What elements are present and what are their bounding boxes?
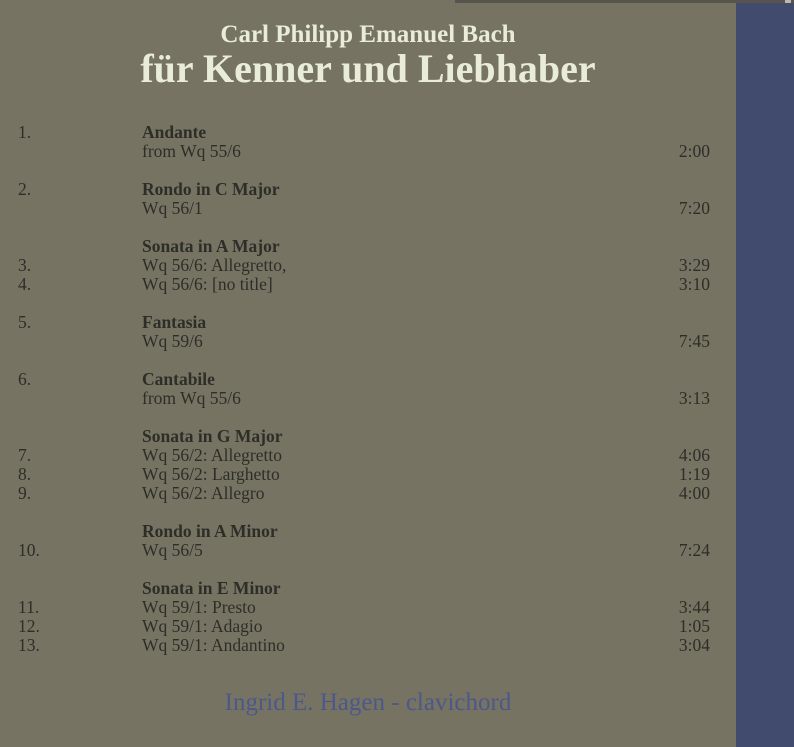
track-row: from Wq 55/6 3:13 bbox=[0, 389, 736, 408]
scan-artifact bbox=[785, 0, 791, 3]
track-title: Rondo in A Minor bbox=[142, 521, 278, 541]
track-number: 8. bbox=[18, 464, 32, 484]
track-time: 1:19 bbox=[678, 464, 710, 484]
track-number: 9. bbox=[18, 483, 32, 503]
track-number: 12. bbox=[18, 616, 40, 636]
track-number: 11. bbox=[18, 597, 40, 617]
track-section-header: 5. Fantasia bbox=[0, 313, 736, 332]
track-detail: Wq 56/6: Allegretto, bbox=[142, 255, 287, 275]
track-section-header: 2. Rondo in C Major bbox=[0, 180, 736, 199]
track-detail: Wq 56/6: [no title] bbox=[142, 274, 273, 294]
album-header: Carl Philipp Emanuel Bach für Kenner und… bbox=[0, 21, 736, 90]
track-section: 2. Rondo in C Major Wq 56/1 7:20 bbox=[0, 180, 736, 218]
track-row: 8. Wq 56/2: Larghetto 1:19 bbox=[0, 465, 736, 484]
track-row: 12. Wq 59/1: Adagio 1:05 bbox=[0, 617, 736, 636]
track-time: 7:24 bbox=[678, 540, 710, 560]
track-number: 5. bbox=[18, 312, 32, 332]
track-number: 13. bbox=[18, 635, 40, 655]
track-title: Sonata in A Major bbox=[142, 236, 280, 256]
spine-stripe bbox=[736, 0, 794, 747]
track-row: 10. Wq 56/5 7:24 bbox=[0, 541, 736, 560]
track-section-header: Sonata in E Minor bbox=[0, 579, 736, 598]
track-section-header: Rondo in A Minor bbox=[0, 522, 736, 541]
track-time: 1:05 bbox=[678, 616, 710, 636]
track-section: Sonata in G Major 7. Wq 56/2: Allegretto… bbox=[0, 427, 736, 503]
track-section: 6. Cantabile from Wq 55/6 3:13 bbox=[0, 370, 736, 408]
track-time: 4:06 bbox=[678, 445, 710, 465]
track-section: Sonata in A Major 3. Wq 56/6: Allegretto… bbox=[0, 237, 736, 294]
track-title: Sonata in E Minor bbox=[142, 578, 281, 598]
track-row: 7. Wq 56/2: Allegretto 4:06 bbox=[0, 446, 736, 465]
cover-content: Carl Philipp Emanuel Bach für Kenner und… bbox=[0, 21, 736, 716]
track-number: 10. bbox=[18, 540, 40, 560]
track-detail: Wq 59/6 bbox=[142, 331, 203, 351]
performer-credit: Ingrid E. Hagen - clavichord bbox=[224, 689, 512, 716]
track-detail: Wq 59/1: Adagio bbox=[142, 616, 263, 636]
track-section-header: 6. Cantabile bbox=[0, 370, 736, 389]
track-detail: Wq 56/2: Allegro bbox=[142, 483, 265, 503]
track-list: 1. Andante from Wq 55/6 2:00 2. Rondo in… bbox=[0, 123, 736, 674]
track-section-header: Sonata in G Major bbox=[0, 427, 736, 446]
track-time: 3:29 bbox=[678, 255, 710, 275]
track-section: 1. Andante from Wq 55/6 2:00 bbox=[0, 123, 736, 161]
track-row: Wq 56/1 7:20 bbox=[0, 199, 736, 218]
track-row: 9. Wq 56/2: Allegro 4:00 bbox=[0, 484, 736, 503]
track-number: 2. bbox=[18, 179, 32, 199]
top-edge-band bbox=[455, 0, 794, 3]
track-section-header: 1. Andante bbox=[0, 123, 736, 142]
track-time: 7:20 bbox=[678, 198, 710, 218]
track-time: 3:10 bbox=[678, 274, 710, 294]
track-number: 3. bbox=[18, 255, 32, 275]
track-row: 4. Wq 56/6: [no title] 3:10 bbox=[0, 275, 736, 294]
track-section: 5. Fantasia Wq 59/6 7:45 bbox=[0, 313, 736, 351]
album-title: für Kenner und Liebhaber bbox=[140, 46, 596, 91]
track-time: 3:13 bbox=[678, 388, 710, 408]
artist-name: Carl Philipp Emanuel Bach bbox=[220, 21, 516, 48]
track-time: 2:00 bbox=[678, 141, 710, 161]
track-time: 3:44 bbox=[678, 597, 710, 617]
track-detail: Wq 56/2: Allegretto bbox=[142, 445, 282, 465]
track-number: 7. bbox=[18, 445, 32, 465]
track-time: 7:45 bbox=[678, 331, 710, 351]
track-time: 4:00 bbox=[678, 483, 710, 503]
track-number: 1. bbox=[18, 122, 32, 142]
track-detail: Wq 56/1 bbox=[142, 198, 203, 218]
track-number: 4. bbox=[18, 274, 32, 294]
track-title: Sonata in G Major bbox=[142, 426, 283, 446]
track-row: 11. Wq 59/1: Presto 3:44 bbox=[0, 598, 736, 617]
track-detail: Wq 59/1: Presto bbox=[142, 597, 256, 617]
track-row: from Wq 55/6 2:00 bbox=[0, 142, 736, 161]
track-title: Fantasia bbox=[142, 312, 207, 332]
track-detail: Wq 59/1: Andantino bbox=[142, 635, 285, 655]
track-row: 13. Wq 59/1: Andantino 3:04 bbox=[0, 636, 736, 655]
track-detail: from Wq 55/6 bbox=[142, 141, 241, 161]
track-title: Rondo in C Major bbox=[142, 179, 280, 199]
track-time: 3:04 bbox=[678, 635, 710, 655]
track-title: Cantabile bbox=[142, 369, 215, 389]
track-title: Andante bbox=[142, 122, 207, 142]
track-detail: Wq 56/2: Larghetto bbox=[142, 464, 280, 484]
track-detail: Wq 56/5 bbox=[142, 540, 203, 560]
track-detail: from Wq 55/6 bbox=[142, 388, 241, 408]
track-section-header: Sonata in A Major bbox=[0, 237, 736, 256]
track-section: Sonata in E Minor 11. Wq 59/1: Presto 3:… bbox=[0, 579, 736, 655]
track-section: Rondo in A Minor 10. Wq 56/5 7:24 bbox=[0, 522, 736, 560]
track-number: 6. bbox=[18, 369, 32, 389]
track-row: 3. Wq 56/6: Allegretto, 3:29 bbox=[0, 256, 736, 275]
track-row: Wq 59/6 7:45 bbox=[0, 332, 736, 351]
